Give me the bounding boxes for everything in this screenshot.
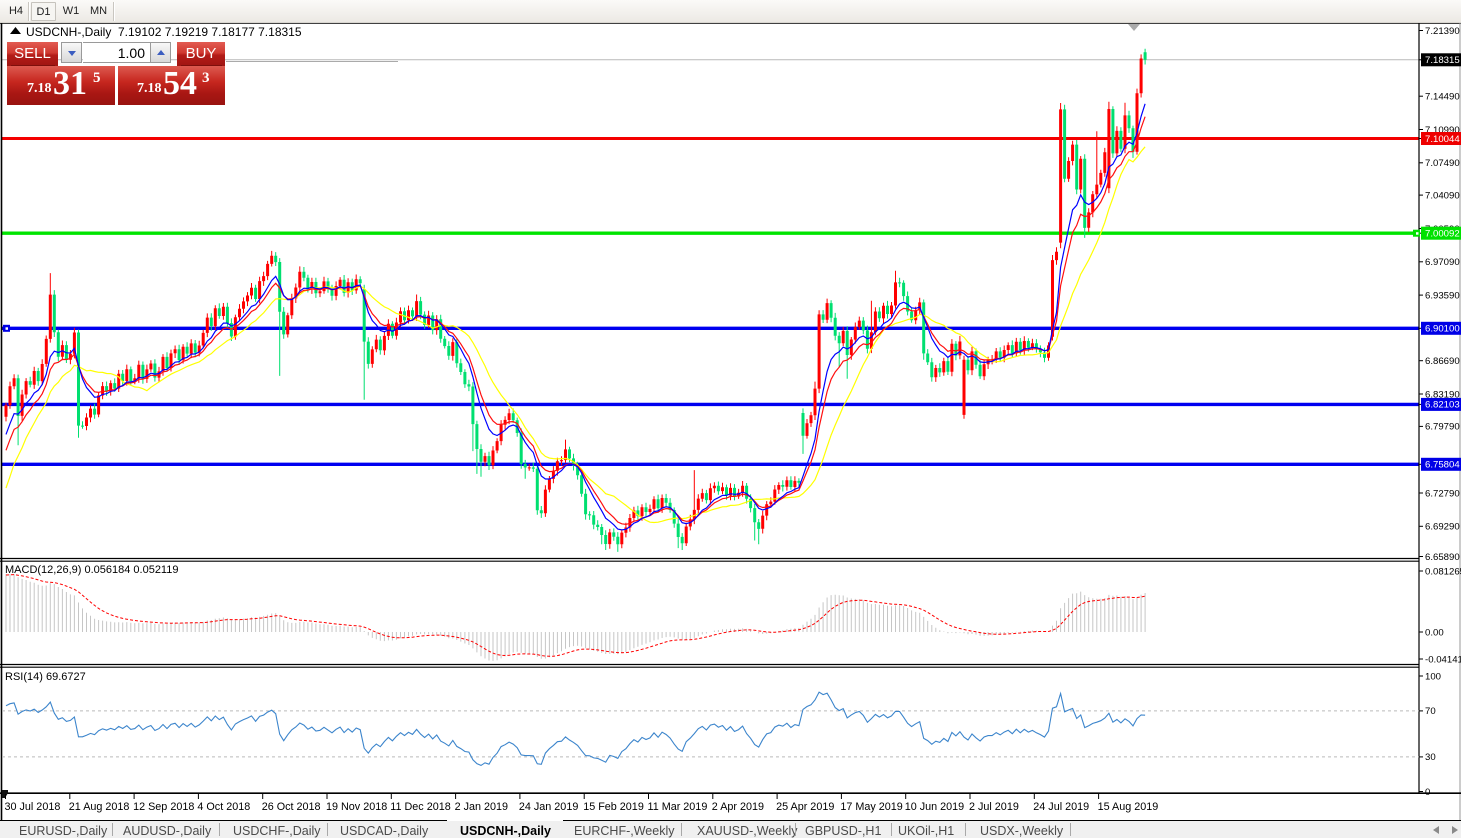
svg-text:11 Mar 2019: 11 Mar 2019 [648,801,708,813]
svg-text:2 Jan 2019: 2 Jan 2019 [455,801,508,813]
svg-text:30 Jul 2018: 30 Jul 2018 [5,801,61,813]
svg-text:26 Oct 2018: 26 Oct 2018 [262,801,321,813]
svg-text:0.081265: 0.081265 [1425,566,1461,577]
svg-text:6.79790: 6.79790 [1425,422,1460,433]
svg-text:17 May 2019: 17 May 2019 [840,801,902,813]
svg-text:7.10990: 7.10990 [1425,125,1460,136]
svg-text:100: 100 [1425,671,1441,682]
svg-text:24 Jan 2019: 24 Jan 2019 [519,801,578,813]
svg-text:6.97090: 6.97090 [1425,257,1460,268]
svg-text:6.86690: 6.86690 [1425,356,1460,367]
svg-text:-0.041412: -0.041412 [1425,654,1461,665]
svg-text:70: 70 [1425,706,1436,717]
svg-text:7.21390: 7.21390 [1425,26,1460,37]
svg-text:2 Jul 2019: 2 Jul 2019 [969,801,1019,813]
svg-text:2 Apr 2019: 2 Apr 2019 [712,801,764,813]
svg-text:15 Aug 2019: 15 Aug 2019 [1098,801,1159,813]
svg-text:7.14490: 7.14490 [1425,92,1460,103]
svg-text:6.72790: 6.72790 [1425,488,1460,499]
svg-text:11 Dec 2018: 11 Dec 2018 [390,801,450,813]
svg-text:6.69290: 6.69290 [1425,522,1460,533]
svg-text:7.04090: 7.04090 [1425,190,1460,201]
svg-text:RSI(14) 69.6727: RSI(14) 69.6727 [5,671,86,683]
svg-text:10 Jun 2019: 10 Jun 2019 [905,801,964,813]
svg-text:6.65890: 6.65890 [1425,552,1460,563]
svg-text:MACD(12,26,9) 0.056184 0.05211: MACD(12,26,9) 0.056184 0.052119 [5,564,178,576]
svg-text:USDCNH-,Daily 7.19102 7.19219: USDCNH-,Daily 7.19102 7.19219 7.18177 7.… [26,25,302,39]
svg-text:25 Apr 2019: 25 Apr 2019 [776,801,834,813]
svg-text:7.07490: 7.07490 [1425,158,1460,169]
svg-text:0.00: 0.00 [1425,627,1444,638]
svg-text:7.18315: 7.18315 [1425,55,1460,66]
svg-text:0: 0 [1425,787,1430,798]
svg-text:12 Sep 2018: 12 Sep 2018 [133,801,194,813]
svg-text:21 Aug 2018: 21 Aug 2018 [69,801,130,813]
svg-text:6.83190: 6.83190 [1425,389,1460,400]
svg-text:30: 30 [1425,752,1436,763]
svg-text:15 Feb 2019: 15 Feb 2019 [583,801,644,813]
svg-text:19 Nov 2018: 19 Nov 2018 [326,801,387,813]
svg-text:6.93590: 6.93590 [1425,290,1460,301]
svg-text:6.90100: 6.90100 [1425,324,1460,335]
svg-text:7.00092: 7.00092 [1425,229,1460,240]
svg-text:7.10044: 7.10044 [1425,134,1460,145]
svg-text:6.82103: 6.82103 [1425,400,1460,411]
svg-text:24 Jul 2019: 24 Jul 2019 [1033,801,1089,813]
svg-text:4 Oct 2018: 4 Oct 2018 [197,801,250,813]
svg-text:6.75804: 6.75804 [1425,460,1460,471]
